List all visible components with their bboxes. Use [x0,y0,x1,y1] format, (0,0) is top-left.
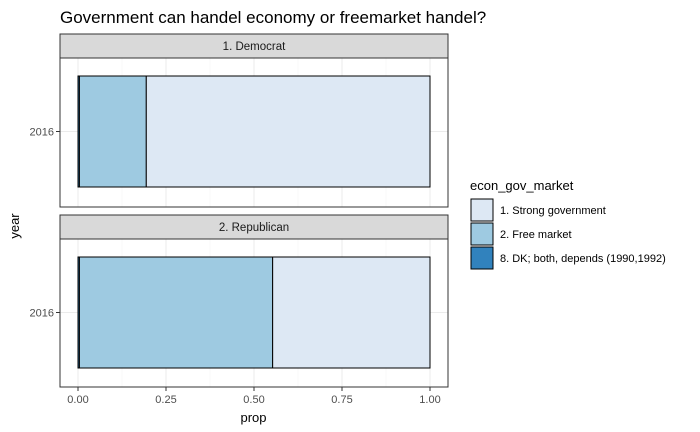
facet-strip-label: 1. Democrat [223,41,286,53]
y-tick-label: 2016 [30,127,54,139]
chart-title: Government can handel economy or freemar… [60,8,486,27]
panel-border [59,57,449,208]
legend-label: 8. DK; both, depends (1990,1992) [500,253,666,265]
facet-panels: 1. Democrat 2016 2. Republican 2016 [30,33,449,388]
legend-key-1-strong-government [470,198,494,222]
bar-segment-2-free-market [78,75,147,188]
x-tick-label: 0.50 [243,394,264,406]
facet-strip-label: 2. Republican [219,222,289,234]
x-axis: 0.00 0.25 0.50 0.75 1.00 [67,387,441,406]
bar-segment-1-strong-government [272,256,431,369]
legend-key-2-free-market [470,222,494,246]
legend-key-8-dk-both-depends-1990-1992 [470,246,494,270]
y-axis-title: year [7,213,22,239]
facet-panel-1-democrat: 1. Democrat 2016 [30,33,449,208]
x-tick-label: 0.00 [67,394,88,406]
x-tick-label: 0.25 [155,394,176,406]
x-tick-label: 1.00 [419,394,440,406]
y-tick-label: 2016 [30,308,54,320]
facet-panel-2-republican: 2. Republican 2016 [30,214,449,388]
bar-segment-2-free-market [78,256,274,369]
legend-label: 2. Free market [500,229,572,241]
legend: econ_gov_market 1. Strong government 2. F… [470,178,666,270]
x-tick-label: 0.75 [331,394,352,406]
facet-strip [59,33,449,59]
legend-title: econ_gov_market [470,178,574,193]
legend-label: 1. Strong government [500,205,606,217]
x-axis-title: prop [240,410,266,425]
facet-strip [59,214,449,240]
bar-segment-1-strong-government [145,75,431,188]
